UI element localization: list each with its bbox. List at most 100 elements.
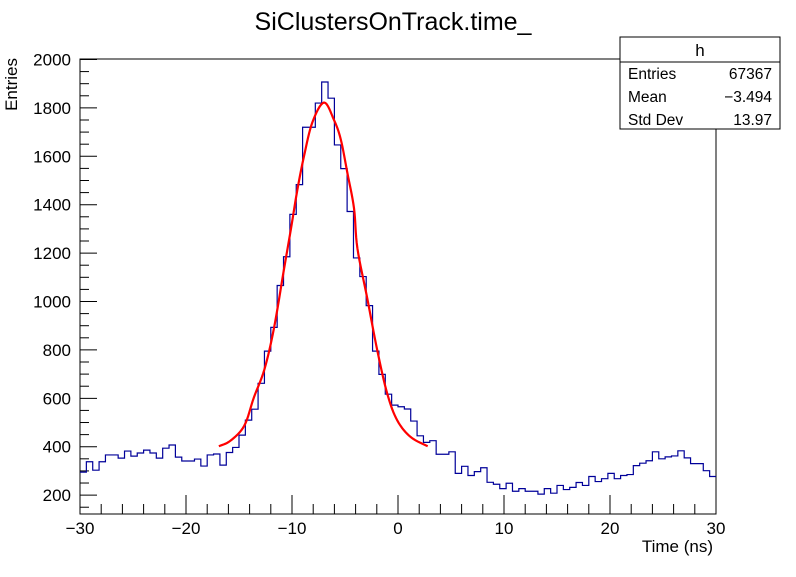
histogram-bin [633, 466, 639, 514]
histogram-bin [309, 127, 315, 514]
histogram-bin [118, 458, 124, 514]
histogram-bin [182, 461, 188, 514]
histogram-bin [519, 489, 525, 514]
histogram-bin [373, 351, 379, 514]
histogram-bin [99, 462, 105, 514]
histogram-bin [271, 327, 277, 514]
x-tick-label: 20 [601, 519, 620, 538]
histogram-bins [80, 82, 716, 514]
x-tick-label: −30 [66, 519, 95, 538]
stats-label-entries: Entries [628, 66, 676, 83]
histogram-bin [131, 456, 137, 514]
y-tick-label: 800 [43, 341, 71, 360]
x-tick-label: 30 [707, 519, 726, 538]
histogram-bin [691, 464, 697, 514]
histogram-bin [640, 463, 646, 514]
histogram-bin [137, 453, 143, 514]
x-tick-label: 10 [495, 519, 514, 538]
y-tick-label: 1800 [33, 99, 71, 118]
histogram-bin [621, 476, 627, 514]
histogram-bin [277, 286, 283, 514]
histogram-bin [188, 461, 194, 514]
histogram-bin [417, 436, 423, 514]
histogram-bin [194, 459, 200, 514]
histogram-bin [538, 494, 544, 514]
histogram-bin [570, 487, 576, 514]
histogram-bin [481, 468, 487, 514]
histogram-bin [156, 458, 162, 514]
histogram-bin [245, 420, 251, 514]
histogram-bin [385, 394, 391, 514]
histogram-bin [659, 459, 665, 514]
histogram-bin [443, 454, 449, 514]
histogram-bin [144, 450, 150, 514]
histogram-bin [614, 479, 620, 514]
histogram-bin [665, 457, 671, 514]
histogram-bin [557, 485, 563, 514]
histogram-bin [379, 374, 385, 514]
y-axis-label: Entries [2, 58, 21, 111]
y-axis: 200 400 600 800 1000 1200 1400 1600 1800 2000 [33, 50, 97, 508]
y-tick-label: 1200 [33, 244, 71, 263]
histogram-bin [163, 448, 169, 514]
histogram-bin [582, 485, 588, 514]
histogram-bin [80, 472, 86, 514]
y-tick-label: 1600 [33, 147, 71, 166]
histogram-bin [589, 476, 595, 514]
histogram-bin [430, 441, 436, 514]
histogram-bin [671, 456, 677, 514]
stats-title: h [695, 41, 704, 60]
histogram-bin [404, 409, 410, 514]
stats-label-mean: Mean [628, 89, 667, 106]
y-tick-label: 200 [43, 486, 71, 505]
histogram-bin [303, 127, 309, 514]
stats-label-stddev: Std Dev [628, 112, 683, 129]
histogram-bin [710, 476, 716, 514]
histogram-bin [258, 383, 264, 514]
histogram-bin [169, 445, 175, 514]
stats-box: h Entries 67367 Mean −3.494 Std Dev 13.9… [619, 36, 781, 130]
y-tick-label: 2000 [33, 50, 71, 69]
stats-value-stddev: 13.97 [733, 112, 772, 129]
chart-title: SiClustersOnTrack.time_ [255, 8, 533, 36]
x-tick-label: 0 [393, 519, 402, 538]
histogram-bin [627, 475, 633, 514]
histogram-bin [697, 464, 703, 514]
histogram-bin [500, 489, 506, 514]
histogram-bin [284, 257, 290, 514]
histogram-bin [684, 458, 690, 514]
histogram-bin [233, 447, 239, 514]
histogram-bin [252, 409, 258, 514]
histogram-bin [207, 455, 213, 514]
stats-value-mean: −3.494 [724, 89, 772, 106]
histogram-bin [334, 145, 340, 514]
histogram-bin [423, 442, 429, 514]
histogram-bin [226, 453, 232, 514]
histogram-bin [112, 455, 118, 514]
histogram-bin [493, 484, 499, 514]
y-tick-label: 1000 [33, 293, 71, 312]
histogram-bin [328, 98, 334, 514]
histogram-bin [652, 452, 658, 514]
histogram-bin [341, 169, 347, 514]
histogram-bin [353, 258, 359, 514]
histogram-bin [93, 470, 99, 514]
histogram-bin [551, 493, 557, 514]
histogram-bin [436, 454, 442, 514]
histogram-bin [125, 451, 131, 514]
histogram-bin [532, 491, 538, 514]
histogram-bin [175, 457, 181, 514]
histogram-bin [646, 461, 652, 514]
histogram-bin [86, 462, 92, 514]
histogram-bin [703, 471, 709, 514]
histogram-bin [462, 466, 468, 514]
histogram-bin [366, 306, 372, 514]
histogram-bin [296, 185, 302, 514]
histogram-bin [487, 482, 493, 514]
histogram-bin [322, 82, 328, 514]
y-tick-label: 400 [43, 438, 71, 457]
histogram-bin [563, 490, 569, 514]
x-axis-label: Time (ns) [642, 537, 713, 556]
histogram-bin [512, 491, 518, 514]
histogram-bin [411, 421, 417, 514]
